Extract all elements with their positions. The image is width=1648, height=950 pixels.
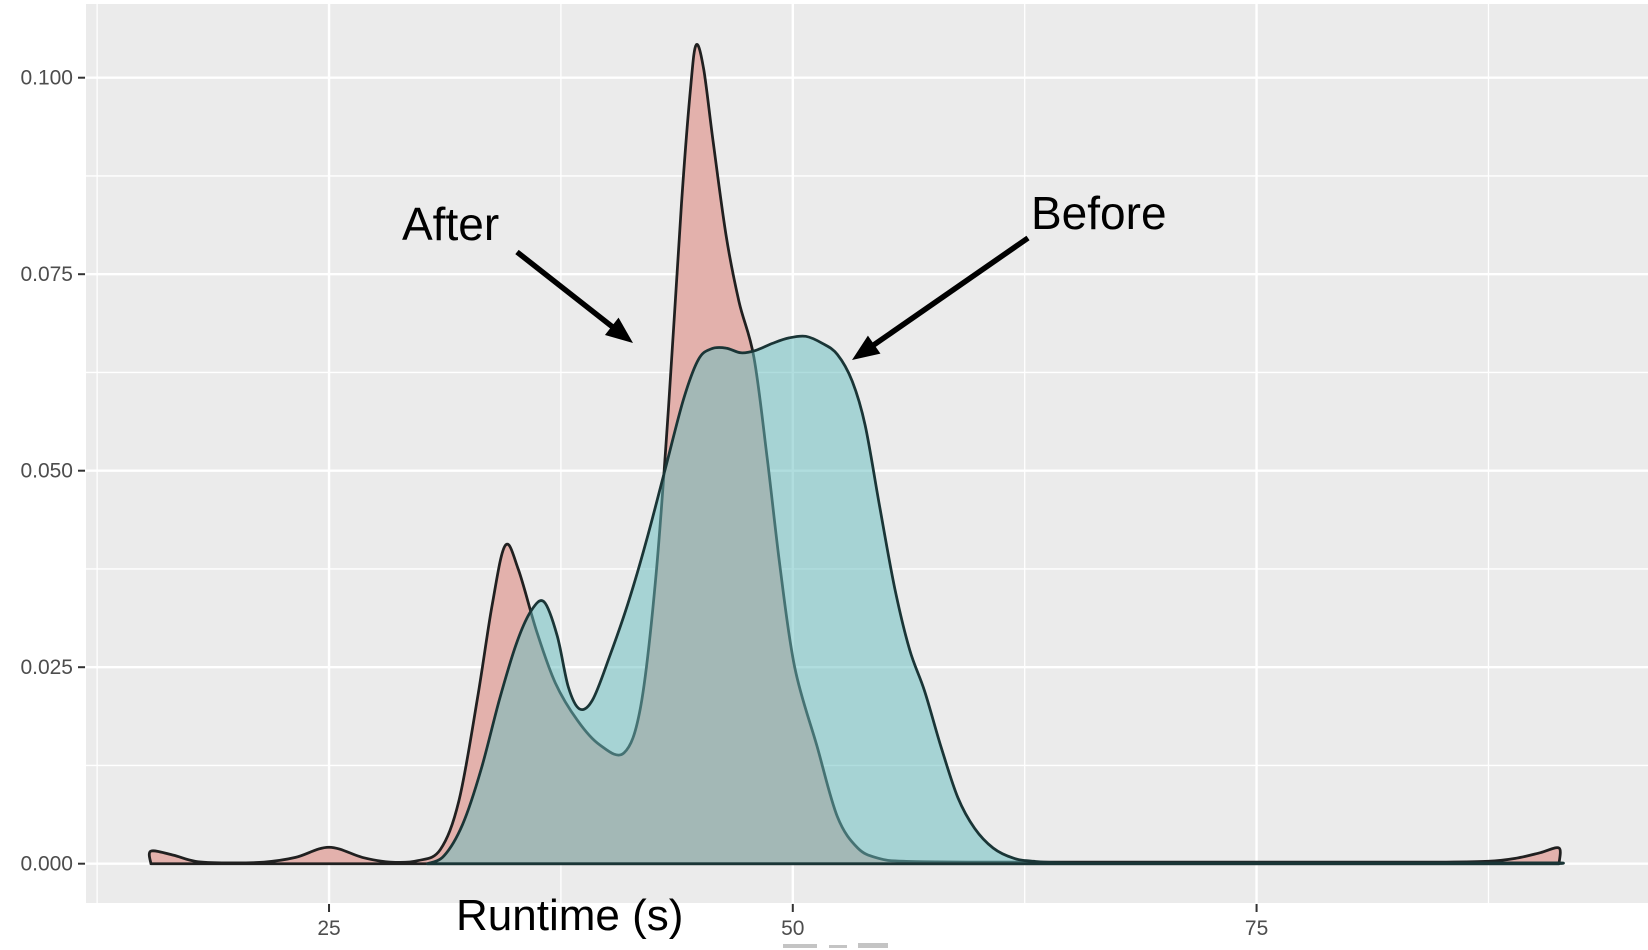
annotation-before-label: Before <box>1031 187 1167 239</box>
clipped-axis-title-fragment <box>829 945 847 948</box>
y-tick-label: 0.000 <box>20 853 73 876</box>
y-tick-label: 0.050 <box>20 460 73 483</box>
x-axis-title: Runtime (s) <box>456 891 684 940</box>
x-tick-label: 50 <box>781 917 804 940</box>
x-tick-label: 25 <box>317 917 340 940</box>
annotation-arrow-line <box>865 235 1030 353</box>
density-area-before <box>425 334 1565 866</box>
y-tick-label: 0.100 <box>20 67 73 90</box>
x-tick-label: 75 <box>1245 917 1268 940</box>
y-tick-label: 0.025 <box>20 656 73 679</box>
clipped-axis-title-fragment <box>858 943 888 948</box>
annotation-arrow-head <box>604 317 633 343</box>
clipped-axis-title-fragment <box>783 944 817 948</box>
annotation-arrow-line <box>515 249 621 335</box>
annotation-after-label: After <box>402 198 500 250</box>
annotation-arrow-head <box>852 335 881 360</box>
y-tick-label: 0.075 <box>20 263 73 286</box>
